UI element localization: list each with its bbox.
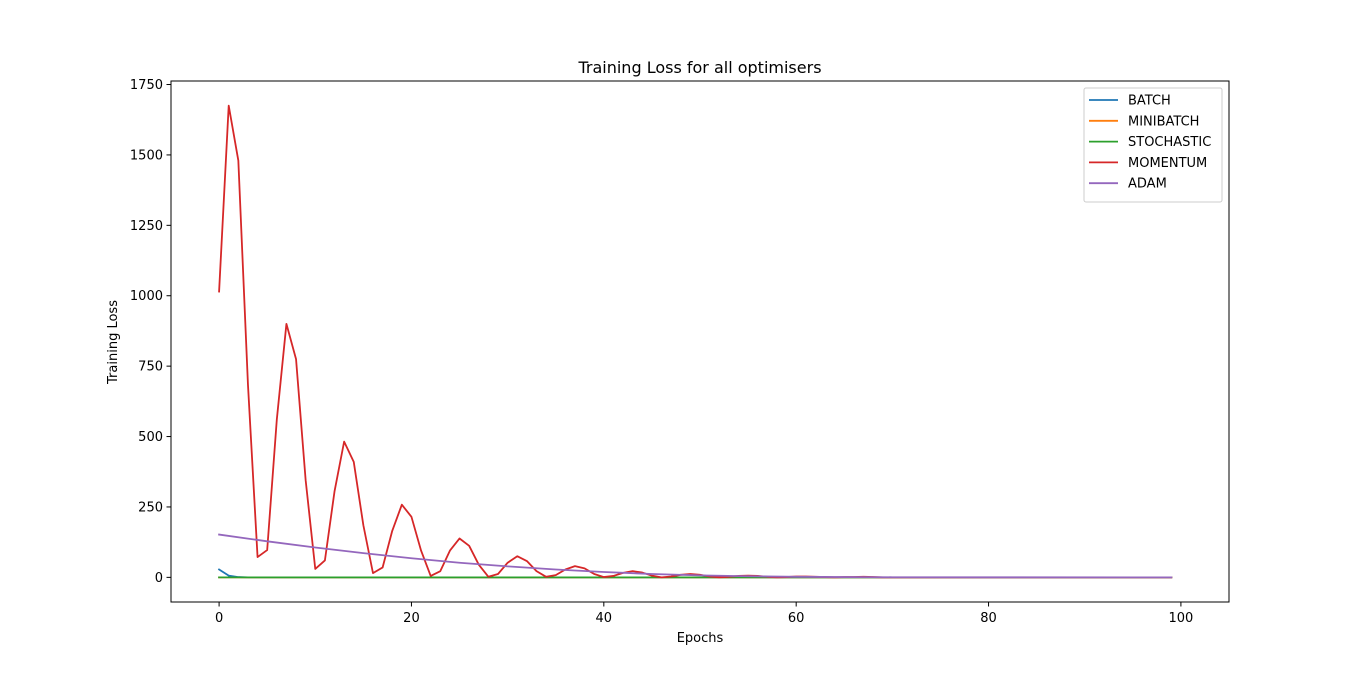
plot-frame [170,80,1230,603]
x-tick-label: 60 [788,611,805,626]
legend-label-minibatch: MINIBATCH [1128,114,1199,129]
series-line-momentum [218,104,1173,579]
series-line-adam [218,533,1173,579]
y-tick-label: 250 [138,500,163,515]
legend-label-adam: ADAM [1128,177,1167,192]
legend-label-momentum: MOMENTUM [1128,156,1207,171]
y-tick-label: 1250 [130,219,163,234]
plot-area [217,104,1173,579]
y-axis-label: Training Loss [106,300,121,385]
chart-title: Training Loss for all optimisers [577,58,821,77]
y-tick-label: 500 [138,430,163,445]
legend-label-stochastic: STOCHASTIC [1128,135,1211,150]
y-tick-label: 1750 [130,78,163,93]
y-tick-label: 1500 [130,148,163,163]
x-tick-label: 80 [980,611,997,626]
legend-label-batch: BATCH [1128,94,1171,109]
x-tick-label: 40 [596,611,613,626]
x-axis-label: Epochs [677,631,724,646]
x-tick-label: 20 [403,611,420,626]
series-line-batch [217,568,1173,579]
legend: BATCH MINIBATCH STOCHASTIC MOMENTUM ADAM [1083,87,1223,203]
y-tick-label: 0 [155,571,163,586]
x-tick-label: 0 [215,611,223,626]
x-tick-label: 100 [1168,611,1193,626]
y-tick-label: 1000 [130,289,163,304]
y-tick-label: 750 [138,360,163,375]
legend-box [1083,87,1223,203]
